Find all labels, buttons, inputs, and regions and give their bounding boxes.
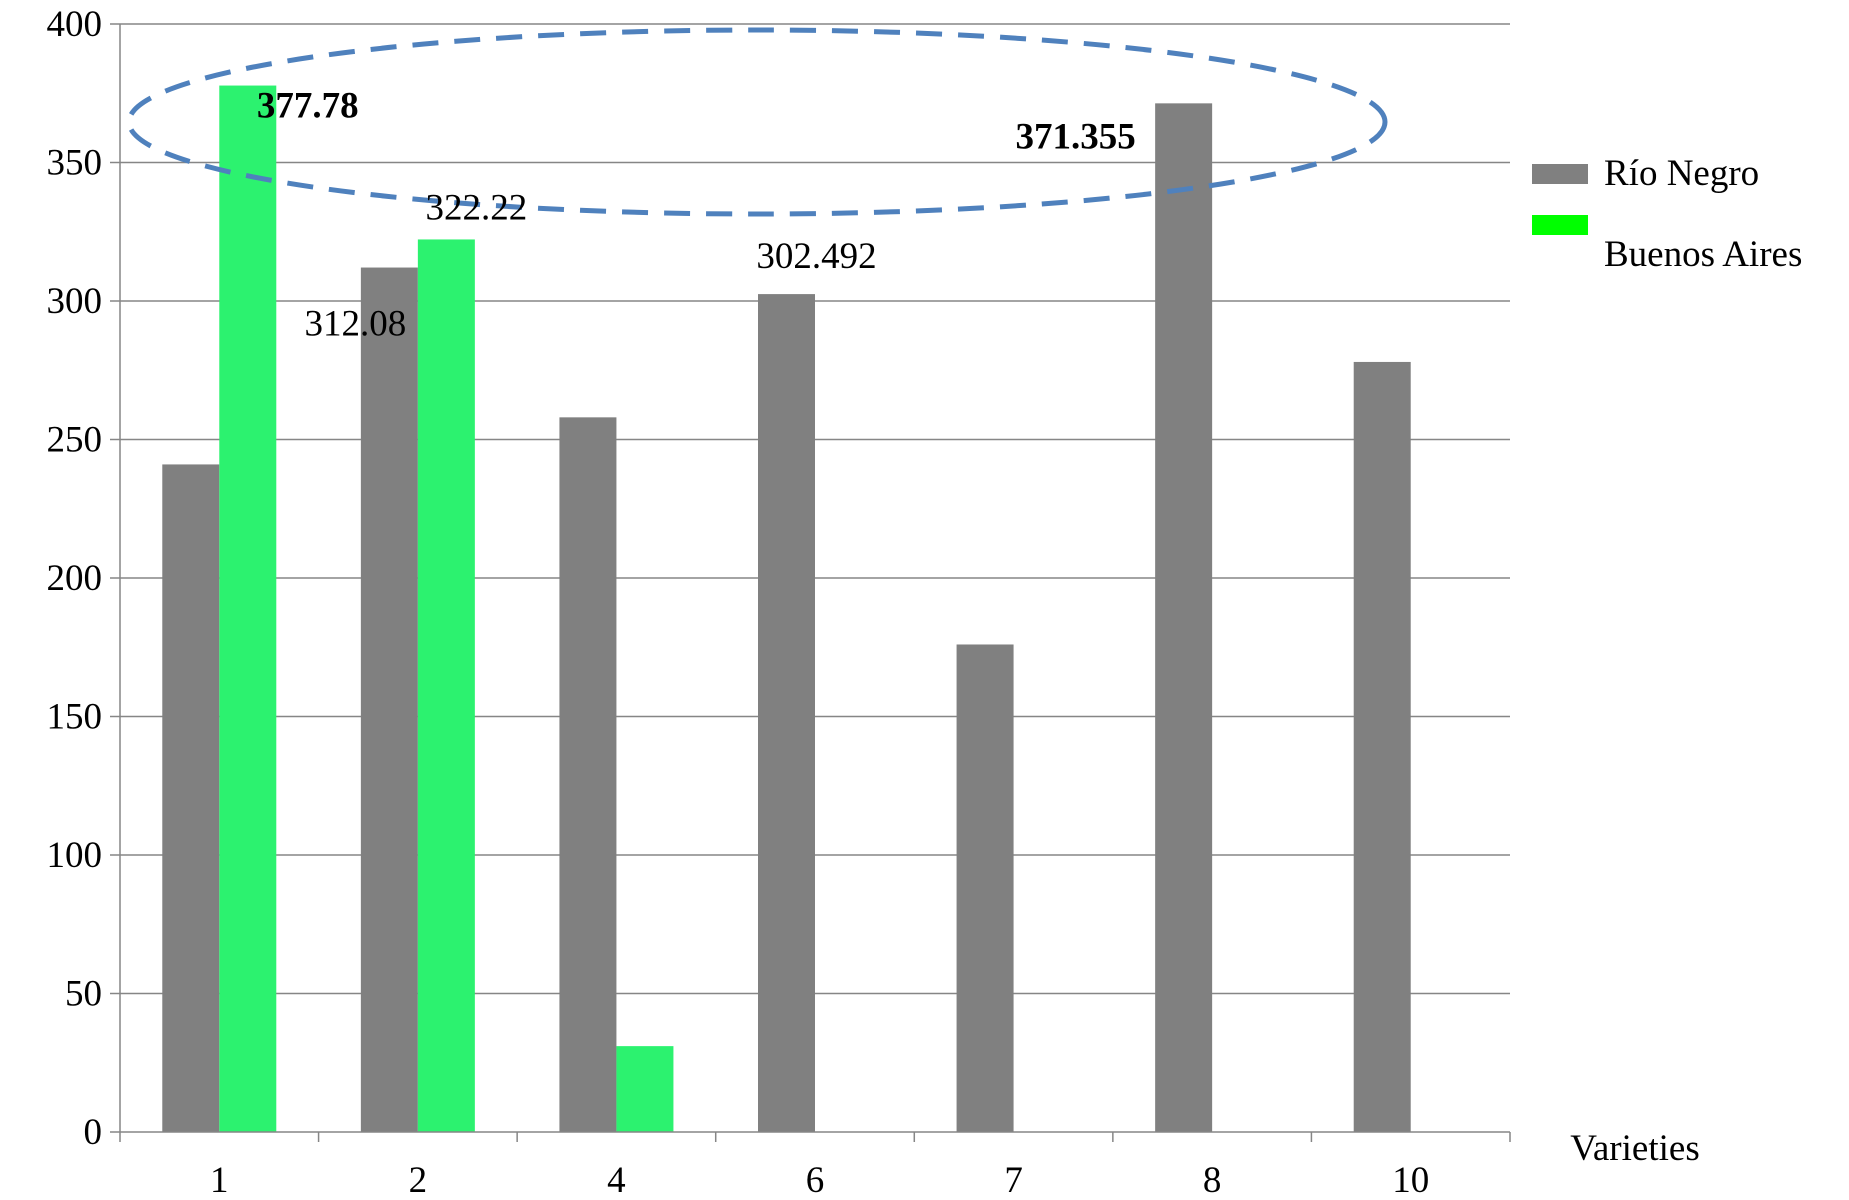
x-tick-label: 7 xyxy=(1004,1160,1023,1195)
highlight-ellipse xyxy=(126,27,1388,217)
bars xyxy=(162,85,1411,1133)
y-tick-label: 250 xyxy=(47,420,103,461)
bar-rio-negro-10 xyxy=(1353,361,1411,1132)
bar-rio-negro-1 xyxy=(162,464,220,1132)
y-tick-label: 350 xyxy=(47,143,103,184)
annotation xyxy=(126,27,1388,217)
axes: 0 50 100 150 200 250 300 350 400 1 2 4 6 7 8 10 xyxy=(47,4,1511,1200)
bar-buenos-aires-1 xyxy=(219,85,277,1132)
x-tick-label: 8 xyxy=(1203,1160,1222,1195)
bar-buenos-aires-4 xyxy=(616,1046,674,1132)
x-tick-label: 10 xyxy=(1392,1160,1429,1195)
x-tick-label: 1 xyxy=(210,1160,229,1195)
legend: Río Negro Buenos Aires xyxy=(1532,153,1802,275)
bar-rio-negro-4 xyxy=(559,417,617,1133)
y-tick-label: 150 xyxy=(47,697,103,738)
x-axis-title: Varieties xyxy=(1570,1128,1699,1169)
bar-buenos-aires-2 xyxy=(417,239,475,1132)
legend-swatch xyxy=(1532,164,1588,184)
y-tick-label: 0 xyxy=(84,1112,103,1153)
bar-rio-negro-8 xyxy=(1155,103,1213,1132)
data-label: 312.08 xyxy=(304,304,406,345)
data-label: 302.492 xyxy=(756,236,876,277)
y-tick-label: 100 xyxy=(47,835,103,876)
data-label: 371.355 xyxy=(1016,116,1136,157)
bar-rio-negro-7 xyxy=(956,644,1014,1132)
bar-rio-negro-6 xyxy=(758,294,815,1132)
legend-label: Río Negro xyxy=(1604,153,1759,194)
data-label: 322.22 xyxy=(425,187,527,228)
data-labels: 377.78 322.22 312.08 302.492 371.355 xyxy=(257,86,1136,345)
legend-label: Buenos Aires xyxy=(1604,234,1802,275)
x-tick-label: 6 xyxy=(806,1160,825,1195)
bar-rio-negro-2 xyxy=(360,267,418,1132)
legend-swatch xyxy=(1532,215,1588,235)
y-tick-label: 200 xyxy=(47,558,103,599)
x-tick-label: 2 xyxy=(409,1160,428,1195)
data-label: 377.78 xyxy=(257,86,359,127)
y-tick-label: 300 xyxy=(47,281,103,322)
y-tick-label: 400 xyxy=(47,4,103,45)
x-tick-label: 4 xyxy=(607,1160,626,1195)
y-tick-label: 50 xyxy=(65,974,102,1015)
